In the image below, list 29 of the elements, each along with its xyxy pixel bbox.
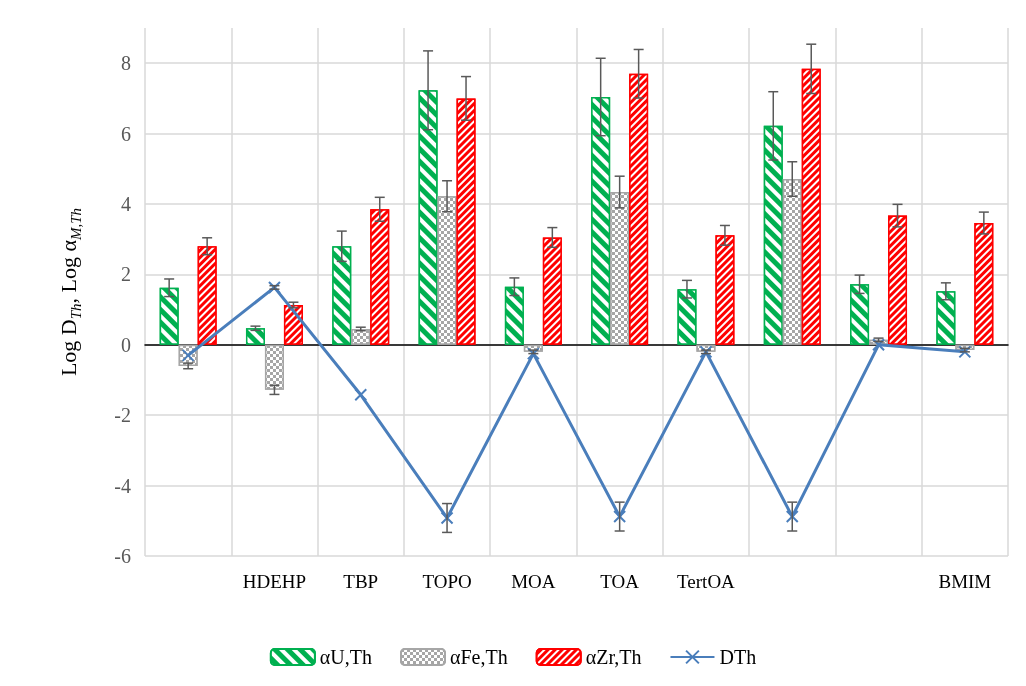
y-tick-label: -4 — [114, 474, 131, 497]
y-tick-label: -6 — [114, 545, 131, 567]
x-tick-label: TBP — [343, 571, 379, 592]
y-tick-label: 0 — [121, 333, 131, 356]
y-tick-label: -2 — [114, 404, 131, 427]
y-tick-label: 8 — [121, 52, 131, 75]
x-tick-label: HDEHP — [242, 571, 307, 592]
x-tick-label: BMIM — [938, 571, 992, 592]
x-tick-label: TOPO — [422, 571, 472, 592]
x-tick-label: TertOA — [677, 571, 736, 592]
legend-label: αU,Th — [319, 646, 373, 668]
point — [526, 347, 540, 361]
legend-label: DTh — [719, 646, 757, 668]
point — [785, 510, 799, 524]
point — [613, 510, 627, 524]
x-tick-label: MOA — [511, 571, 556, 592]
point — [699, 345, 713, 359]
x-tick-label: TOA — [600, 571, 640, 592]
point — [872, 338, 886, 352]
point — [267, 280, 281, 294]
legend-label: αFe,Th — [450, 646, 508, 668]
point — [958, 345, 972, 359]
y-axis-title: Log DTh, Log αM,Th — [56, 207, 84, 377]
point — [440, 511, 454, 525]
legend-label: αZr,Th — [585, 646, 642, 668]
point — [354, 388, 368, 402]
y-tick-label: 6 — [121, 122, 131, 145]
y-tick-label: 2 — [121, 263, 131, 286]
y-tick-label: 4 — [121, 193, 131, 215]
